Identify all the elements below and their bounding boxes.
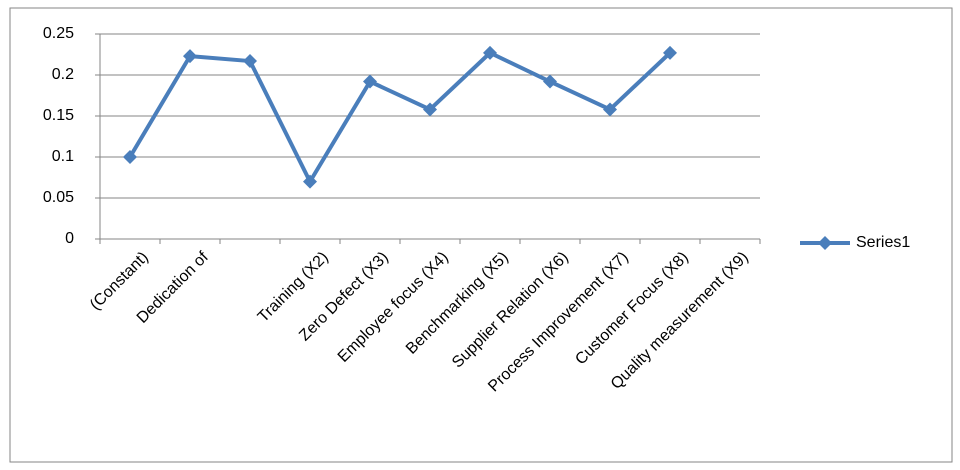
data-point	[603, 102, 617, 117]
chart-frame	[9, 7, 953, 463]
data-point	[363, 74, 377, 89]
data-point	[183, 49, 197, 64]
data-point	[543, 74, 557, 89]
legend-marker	[818, 236, 832, 250]
data-point	[123, 150, 137, 164]
data-point	[243, 54, 257, 69]
data-point	[423, 102, 437, 117]
y-tick-label: 0.25	[43, 25, 74, 42]
y-tick-label: 0.05	[43, 189, 74, 206]
data-point	[303, 174, 317, 189]
data-point	[483, 45, 497, 60]
data-point	[663, 45, 677, 60]
y-tick-label: 0	[65, 230, 74, 247]
y-tick-label: 0.2	[52, 66, 74, 83]
series-line	[128, 50, 672, 184]
legend-label: Series1	[856, 234, 910, 251]
y-tick-label: 0.1	[52, 148, 74, 165]
y-tick-label: 0.15	[43, 107, 74, 124]
